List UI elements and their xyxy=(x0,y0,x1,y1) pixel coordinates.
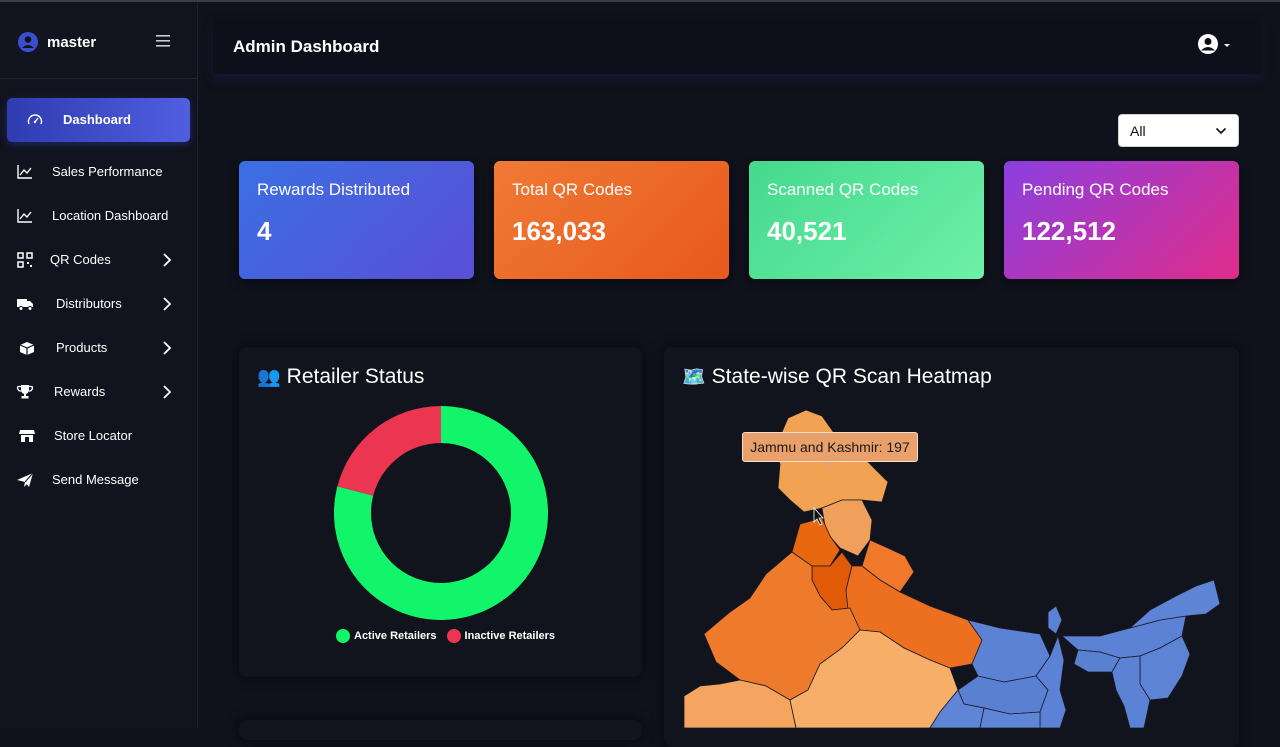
legend-swatch xyxy=(336,629,350,643)
next-panel-edge xyxy=(239,720,642,740)
sidebar-item-distributors[interactable]: Distributors xyxy=(7,282,190,326)
sidebar: master Dashboard Sales Performance Locat… xyxy=(0,2,198,728)
retailer-status-panel: 👥 Retailer Status Active Retailers Inacti… xyxy=(239,347,642,677)
sidebar-header: master xyxy=(0,2,197,79)
page-title: Admin Dashboard xyxy=(233,37,380,56)
truck-icon xyxy=(17,299,33,311)
sidebar-item-label: Dashboard xyxy=(63,112,131,127)
chart-legend: Active Retailers Inactive Retailers xyxy=(336,629,565,643)
brand-name: master xyxy=(47,34,97,51)
box-icon xyxy=(19,342,35,355)
stat-card-value: 4 xyxy=(257,216,272,246)
sidebar-item-products[interactable]: Products xyxy=(7,326,190,370)
donut-slice-active-retailers[interactable] xyxy=(334,406,548,620)
sidebar-item-qr-codes[interactable]: QR Codes xyxy=(7,238,190,282)
stat-card-title: Total QR Codes xyxy=(512,180,632,199)
legend-item-active[interactable]: Active Retailers xyxy=(336,629,437,643)
sidebar-item-label: Store Locator xyxy=(54,428,133,443)
panel-title: 🗺️ State-wise QR Scan Heatmap xyxy=(682,365,992,389)
panel-title-text: Retailer Status xyxy=(286,365,425,388)
panel-title-text: State-wise QR Scan Heatmap xyxy=(711,365,992,388)
panel-title: 👥 Retailer Status xyxy=(257,365,424,389)
sidebar-item-sales-performance[interactable]: Sales Performance xyxy=(7,150,190,194)
hamburger-menu-icon[interactable] xyxy=(155,33,171,49)
user-menu-icon[interactable] xyxy=(1197,33,1235,57)
stat-card-scanned-qr-codes: Scanned QR Codes 40,521 xyxy=(749,161,984,279)
sidebar-item-label: Sales Performance xyxy=(52,164,163,179)
map-region-west-bengal[interactable] xyxy=(1035,634,1067,728)
map-region-arunachal[interactable] xyxy=(1129,579,1221,629)
map-region-sikkim[interactable] xyxy=(1047,605,1063,635)
qr-grid-icon xyxy=(17,252,33,268)
map-region-odisha[interactable] xyxy=(979,707,1041,728)
map-icon: 🗺️ xyxy=(682,367,706,388)
map-region-bihar[interactable] xyxy=(967,619,1051,683)
filter-select-value: All xyxy=(1130,123,1146,139)
chevron-right-icon xyxy=(163,385,172,399)
map-tooltip-arrow xyxy=(823,462,835,468)
map-tooltip: Jammu and Kashmir: 197 xyxy=(742,432,918,462)
sidebar-item-send-message[interactable]: Send Message xyxy=(7,458,190,502)
retailer-donut-chart xyxy=(334,406,548,620)
chevron-right-icon xyxy=(163,341,172,355)
stat-card-value: 163,033 xyxy=(512,216,606,246)
legend-swatch xyxy=(446,629,461,643)
stat-card-value: 40,521 xyxy=(767,216,847,246)
sidebar-item-label: Distributors xyxy=(56,296,122,311)
sidebar-item-label: Location Dashboard xyxy=(52,208,169,223)
stat-card-title: Rewards Distributed xyxy=(257,180,411,199)
legend-label: Active Retailers xyxy=(354,630,437,642)
stat-card-pending-qr-codes: Pending QR Codes 122,512 xyxy=(1004,161,1239,279)
chevron-right-icon xyxy=(163,297,172,311)
line-chart-icon xyxy=(17,165,32,179)
store-icon xyxy=(19,430,35,442)
map-region-madhya-pradesh[interactable] xyxy=(789,629,959,728)
sidebar-item-label: Rewards xyxy=(54,384,106,399)
sidebar-item-rewards[interactable]: Rewards xyxy=(7,370,190,414)
sidebar-item-label: Send Message xyxy=(52,472,139,487)
chevron-down-icon xyxy=(1215,127,1227,135)
gauge-icon xyxy=(27,114,43,125)
people-icon: 👥 xyxy=(257,367,281,388)
donut-slice-inactive-retailers[interactable] xyxy=(337,406,441,496)
stat-card-title: Scanned QR Codes xyxy=(767,180,919,199)
sidebar-item-location-dashboard[interactable]: Location Dashboard xyxy=(7,194,190,238)
map-region-tripura-mizoram[interactable] xyxy=(1111,655,1151,728)
line-chart-icon xyxy=(17,209,32,223)
sidebar-item-label: Products xyxy=(56,340,108,355)
stat-card-rewards-distributed: Rewards Distributed 4 xyxy=(239,161,474,279)
legend-label: Inactive Retailers xyxy=(464,630,556,642)
chevron-right-icon xyxy=(163,253,172,267)
stat-card-total-qr-codes: Total QR Codes 163,033 xyxy=(494,161,729,279)
user-avatar-icon xyxy=(18,32,38,52)
map-region-chhattisgarh[interactable] xyxy=(929,689,985,728)
top-header: Admin Dashboard xyxy=(213,18,1262,74)
sidebar-item-dashboard[interactable]: Dashboard xyxy=(7,98,190,142)
map-region-gujarat[interactable] xyxy=(683,679,797,728)
sidebar-item-store-locator[interactable]: Store Locator xyxy=(7,414,190,458)
trophy-icon xyxy=(16,385,34,399)
mouse-cursor-icon xyxy=(813,506,824,526)
window-top-border xyxy=(0,0,1280,2)
sidebar-item-label: QR Codes xyxy=(50,252,111,267)
paper-plane-icon xyxy=(17,472,34,487)
filter-select[interactable]: All xyxy=(1118,114,1239,147)
stat-card-value: 122,512 xyxy=(1022,216,1116,246)
legend-item-inactive[interactable]: Inactive Retailers xyxy=(446,629,556,643)
stat-card-title: Pending QR Codes xyxy=(1022,180,1169,199)
